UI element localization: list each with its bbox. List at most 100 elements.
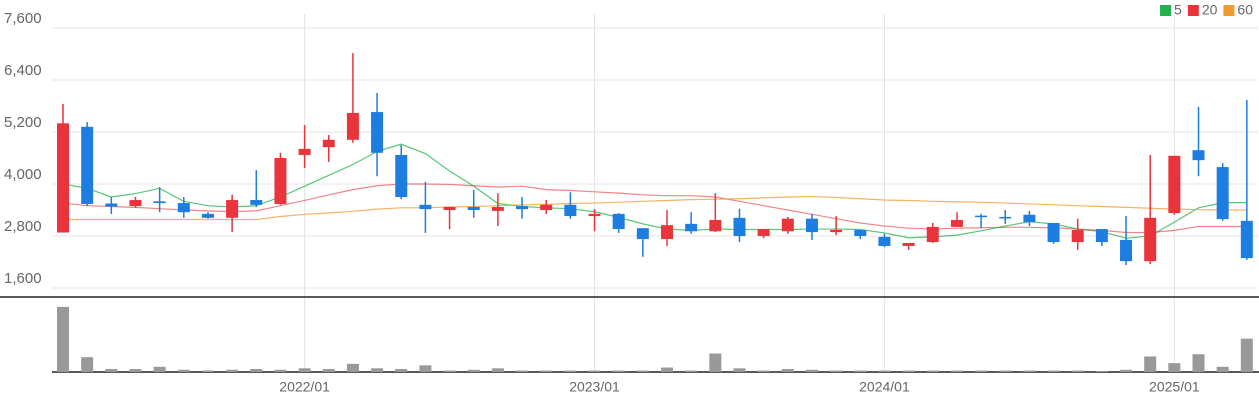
legend-label: 5	[1174, 2, 1182, 18]
volume-bar	[781, 369, 794, 372]
candle-body	[201, 213, 214, 218]
x-tick-label: 2024/01	[859, 379, 910, 395]
legend-label: 20	[1202, 2, 1218, 18]
legend-label: 60	[1237, 2, 1253, 18]
volume-bar	[830, 370, 843, 372]
candle-body	[81, 126, 94, 204]
volume-bar	[636, 370, 649, 372]
volume-bar	[685, 370, 698, 372]
candle-body	[636, 228, 649, 240]
legend-swatch	[1160, 5, 1172, 16]
candle-body	[516, 206, 529, 210]
candle-body	[57, 123, 69, 233]
volume-bar	[612, 370, 625, 372]
y-tick-label: 6,400	[4, 62, 42, 79]
volume-bar	[443, 370, 456, 372]
volume-bar	[1144, 356, 1157, 372]
volume-bar	[129, 369, 142, 372]
volume-bar	[878, 370, 891, 372]
candle-body	[1168, 155, 1181, 214]
candle-body	[926, 226, 939, 243]
legend-swatch	[1223, 5, 1235, 16]
y-tick-label: 5,200	[4, 114, 42, 131]
volume-bar	[661, 367, 673, 372]
volume-bar	[757, 370, 770, 372]
volume-bar	[588, 370, 601, 372]
volume-bar	[999, 370, 1012, 372]
volume-bar	[1120, 369, 1133, 372]
volume-bar	[1216, 366, 1229, 372]
volume-bar	[177, 369, 190, 372]
volume-bar	[153, 366, 166, 372]
candle-body	[830, 229, 843, 233]
volume-bar	[1047, 370, 1060, 372]
volume-bar	[491, 368, 504, 372]
candle-body	[1047, 223, 1060, 243]
volume-bar	[733, 368, 746, 372]
candle-body	[564, 204, 577, 217]
candle-body	[177, 203, 190, 213]
x-tick-label: 2022/01	[279, 379, 330, 395]
candle-body	[805, 218, 818, 233]
candle-body	[153, 201, 166, 204]
volume-bar	[250, 369, 263, 372]
candle-body	[129, 200, 142, 207]
candle-body	[491, 206, 504, 211]
volume-bar	[950, 370, 963, 372]
volume-bar	[395, 369, 408, 372]
candle-body	[250, 200, 263, 205]
candle-body	[854, 229, 867, 236]
y-tick-label: 2,800	[4, 218, 42, 235]
moving-average-line	[63, 195, 1247, 221]
candle-body	[371, 112, 384, 153]
x-tick-label: 2025/01	[1149, 379, 1200, 395]
volume-bar	[298, 368, 311, 372]
volume-bar	[467, 369, 480, 372]
volume-bar	[1095, 371, 1108, 372]
candle-body	[1240, 220, 1253, 259]
volume-bar	[926, 370, 939, 372]
candle-body	[1071, 229, 1084, 243]
candle-body	[443, 206, 456, 210]
volume-bar	[274, 369, 287, 372]
candle-body	[950, 219, 963, 227]
candle-body	[395, 154, 408, 197]
candle-body	[226, 200, 239, 218]
volume-bar	[805, 369, 818, 372]
volume-bar	[709, 353, 722, 372]
candle-body	[105, 203, 118, 207]
candle-body	[1023, 214, 1036, 223]
volume-bar	[1240, 338, 1253, 372]
candle-body	[346, 112, 359, 140]
candle-body	[661, 225, 673, 240]
y-tick-label: 4,000	[4, 166, 42, 183]
candle-body	[1144, 217, 1157, 262]
volume-bar	[854, 370, 867, 372]
candle-body	[1216, 167, 1229, 220]
volume-bar	[564, 370, 577, 372]
volume-bar	[419, 365, 432, 372]
legend-swatch	[1187, 5, 1199, 16]
candle-body	[322, 139, 335, 148]
y-tick-label: 1,600	[4, 270, 42, 287]
candle-body	[467, 206, 480, 210]
volume-bar	[371, 368, 384, 372]
volume-bar	[516, 370, 529, 372]
volume-bar	[346, 363, 359, 372]
volume-bar	[322, 369, 335, 372]
volume-bar	[81, 357, 94, 372]
volume-bar	[1071, 370, 1084, 372]
moving-average-line	[62, 183, 1247, 234]
volume-bar	[57, 306, 69, 372]
volume-bar	[1168, 363, 1181, 372]
candle-body	[733, 217, 746, 236]
candle-body	[419, 204, 432, 210]
volume-bar	[540, 370, 553, 372]
candle-body	[781, 218, 794, 232]
legend: 60 20 5	[1160, 2, 1253, 18]
candle-body	[878, 236, 891, 246]
candle-body	[975, 215, 988, 218]
candle-body	[1192, 150, 1205, 161]
candle-body	[757, 229, 770, 236]
